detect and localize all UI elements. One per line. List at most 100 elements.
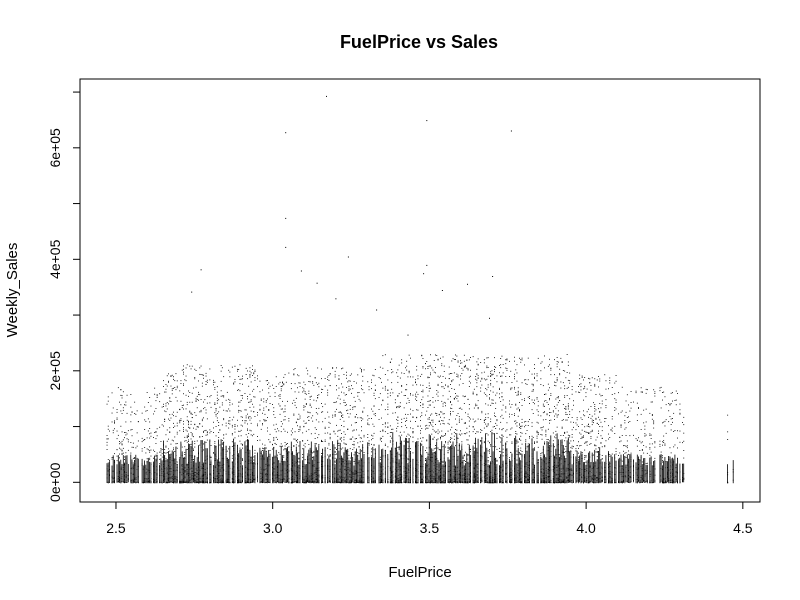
data-point <box>264 482 266 483</box>
data-point <box>433 371 435 373</box>
data-point <box>124 471 125 472</box>
data-point <box>342 465 344 467</box>
data-point <box>161 456 163 458</box>
data-point <box>305 430 307 432</box>
data-point <box>257 477 258 478</box>
data-point <box>121 449 123 451</box>
data-point <box>318 470 320 471</box>
data-point <box>339 448 341 450</box>
data-point <box>220 467 222 469</box>
data-point <box>163 380 164 382</box>
data-point-strip <box>437 460 439 483</box>
data-point <box>363 474 365 476</box>
data-point <box>252 365 253 367</box>
data-point <box>452 446 454 448</box>
data-point <box>145 482 147 484</box>
data-point <box>239 482 241 484</box>
data-point <box>440 477 441 479</box>
data-point <box>106 473 108 475</box>
data-point <box>317 475 319 476</box>
data-point <box>171 374 173 376</box>
data-point <box>191 477 193 479</box>
data-point <box>433 479 435 481</box>
data-point <box>225 433 227 435</box>
data-point <box>457 413 459 414</box>
data-point <box>387 479 389 480</box>
data-point <box>233 466 235 468</box>
data-point <box>403 471 405 473</box>
data-point <box>373 392 375 394</box>
data-point <box>303 420 305 422</box>
data-point <box>313 474 315 476</box>
data-point <box>249 370 251 372</box>
data-point <box>470 473 471 474</box>
data-point <box>415 381 416 383</box>
data-point <box>381 480 382 482</box>
data-point <box>387 389 389 391</box>
data-point <box>292 462 293 464</box>
data-point <box>165 434 167 436</box>
data-point <box>389 462 391 464</box>
data-point <box>433 430 435 432</box>
data-point-strip <box>394 447 396 483</box>
data-point <box>119 480 120 482</box>
data-point <box>427 376 429 378</box>
data-point <box>466 455 468 457</box>
data-point <box>357 452 359 454</box>
data-point <box>298 429 300 430</box>
data-point-strip <box>273 447 275 483</box>
data-point <box>297 418 298 420</box>
data-point <box>379 378 381 380</box>
data-point <box>302 480 304 482</box>
data-point <box>216 470 218 472</box>
data-point <box>199 482 201 484</box>
data-point <box>312 478 314 479</box>
data-point <box>269 479 271 481</box>
data-point <box>191 471 193 472</box>
data-point <box>146 448 148 450</box>
data-point <box>150 478 152 479</box>
data-point <box>179 419 181 421</box>
data-point <box>179 482 181 484</box>
data-point <box>367 448 369 450</box>
data-point <box>373 375 375 377</box>
data-point <box>416 384 418 386</box>
data-point <box>131 462 133 464</box>
data-point <box>126 480 128 481</box>
data-point <box>181 369 183 371</box>
data-point <box>426 476 428 478</box>
data-point <box>318 444 320 445</box>
data-point <box>198 482 199 484</box>
data-point <box>406 451 408 453</box>
data-point <box>352 436 354 438</box>
data-point <box>475 450 477 452</box>
data-point <box>389 361 391 363</box>
data-point <box>193 459 194 460</box>
data-point <box>415 470 416 471</box>
data-point <box>455 466 456 468</box>
data-point <box>399 480 401 481</box>
data-point <box>463 477 465 479</box>
data-point <box>179 420 181 422</box>
data-point <box>169 400 171 402</box>
data-point <box>239 480 241 482</box>
data-point <box>387 379 389 381</box>
data-point <box>441 430 443 432</box>
data-point <box>463 477 465 479</box>
data-point <box>165 405 167 407</box>
data-point <box>458 478 460 480</box>
data-point-strip <box>392 432 394 483</box>
data-point <box>378 462 380 464</box>
data-point <box>425 482 426 484</box>
data-point <box>174 425 176 427</box>
data-point <box>420 460 421 461</box>
data-point <box>176 411 178 413</box>
data-point <box>209 429 211 431</box>
data-point <box>401 385 403 386</box>
data-point <box>247 481 248 483</box>
data-point <box>425 481 426 483</box>
data-point <box>441 477 443 479</box>
data-point <box>457 395 459 397</box>
data-point <box>199 373 201 375</box>
data-point <box>141 441 143 443</box>
